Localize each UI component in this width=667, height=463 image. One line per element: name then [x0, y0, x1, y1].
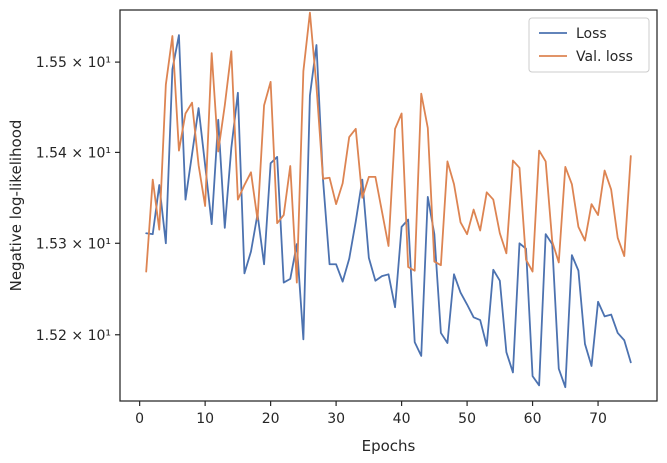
y-axis-title: Negative log-likelihood	[7, 120, 25, 292]
legend-label-1: Val. loss	[576, 49, 633, 65]
x-tick-label: 50	[458, 411, 476, 427]
x-tick-label: 30	[327, 411, 345, 427]
y-tick-label: 1.54 × 10¹	[36, 145, 111, 161]
x-axis: 0 10 20 30 40 50 60 70	[135, 401, 607, 427]
plot-frame	[119, 9, 658, 402]
x-tick-label: 20	[262, 411, 280, 427]
legend-label-0: Loss	[576, 26, 607, 42]
legend: Loss Val. loss	[528, 17, 650, 73]
x-tick-label: 60	[524, 411, 542, 427]
y-tick-label: 1.55 × 10¹	[36, 55, 111, 71]
x-axis-title: Epochs	[362, 437, 416, 455]
x-tick-label: 40	[393, 411, 411, 427]
y-axis: 1.52 × 10¹ 1.53 × 10¹ 1.54 × 10¹ 1.55 × 10¹	[36, 55, 120, 344]
y-tick-label: 1.52 × 10¹	[36, 328, 111, 344]
legend-box	[528, 17, 650, 73]
series-layer	[145, 11, 632, 389]
x-tick-label: 70	[589, 411, 607, 427]
series-line-0	[145, 34, 632, 389]
x-tick-label: 10	[196, 411, 214, 427]
x-tick-label: 0	[135, 411, 144, 427]
y-tick-label: 1.53 × 10¹	[36, 236, 111, 252]
series-line-1	[145, 11, 632, 284]
